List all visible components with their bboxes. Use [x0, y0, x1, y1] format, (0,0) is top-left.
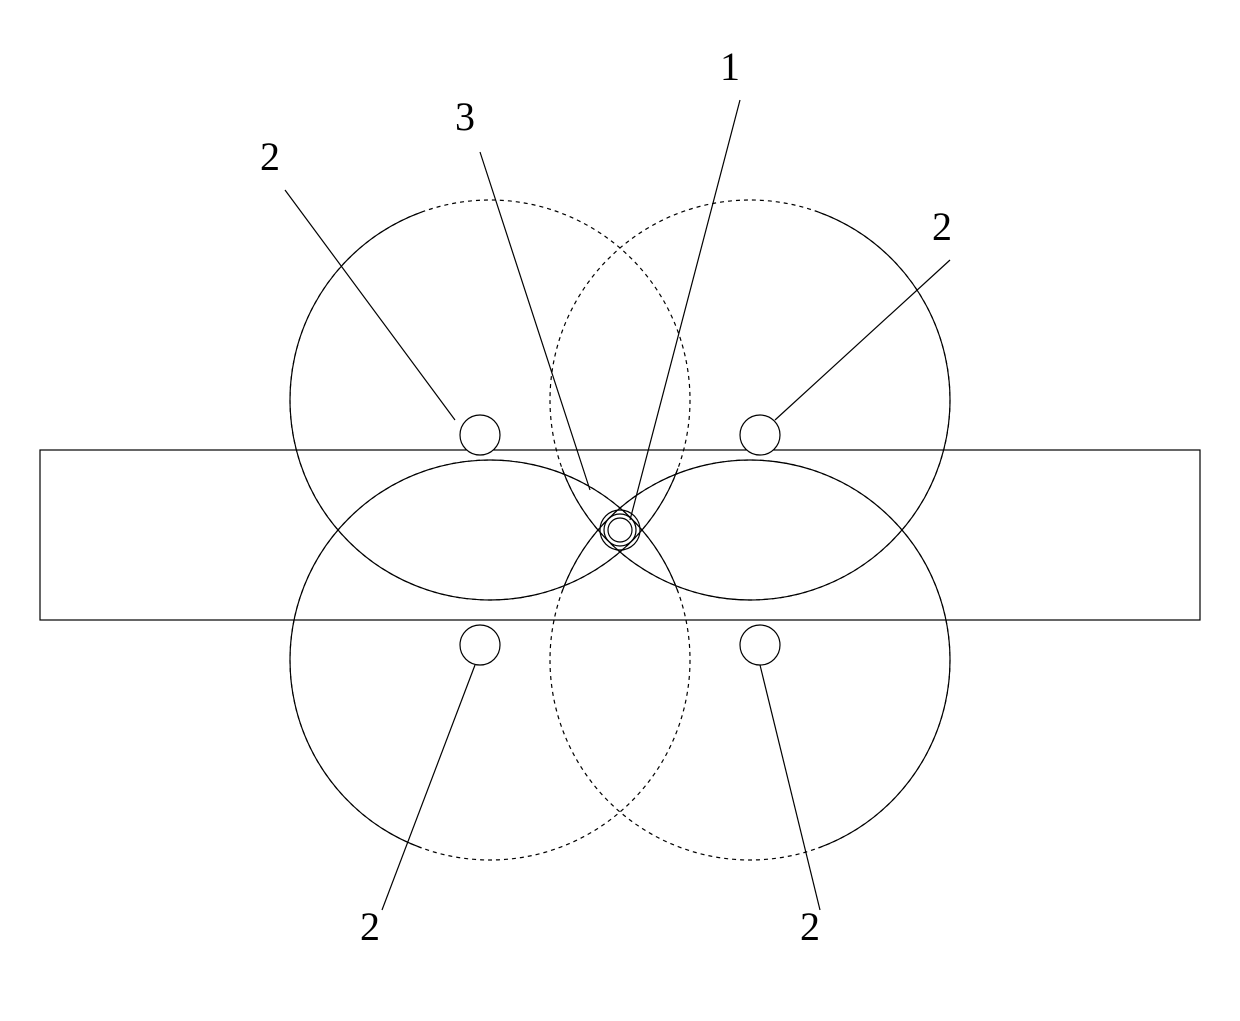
leader-l2tr: [775, 260, 950, 420]
label-l1: 1: [720, 44, 740, 89]
center-ring-2: [608, 518, 632, 542]
label-l2tr: 2: [932, 204, 952, 249]
small-circle-0: [460, 415, 500, 455]
small-circle-3: [740, 625, 780, 665]
label-l2tl: 2: [260, 134, 280, 179]
small-circle-1: [740, 415, 780, 455]
label-l2bl: 2: [360, 904, 380, 949]
big-circle-dashed-1: [550, 200, 950, 600]
label-l2br: 2: [800, 904, 820, 949]
leader-l1: [630, 100, 740, 520]
label-l3: 3: [455, 94, 475, 139]
leader-l2br: [760, 665, 820, 910]
leader-l2tl: [285, 190, 455, 420]
big-circle-dashed-0: [290, 200, 690, 600]
small-circle-2: [460, 625, 500, 665]
leader-l2bl: [382, 665, 475, 910]
